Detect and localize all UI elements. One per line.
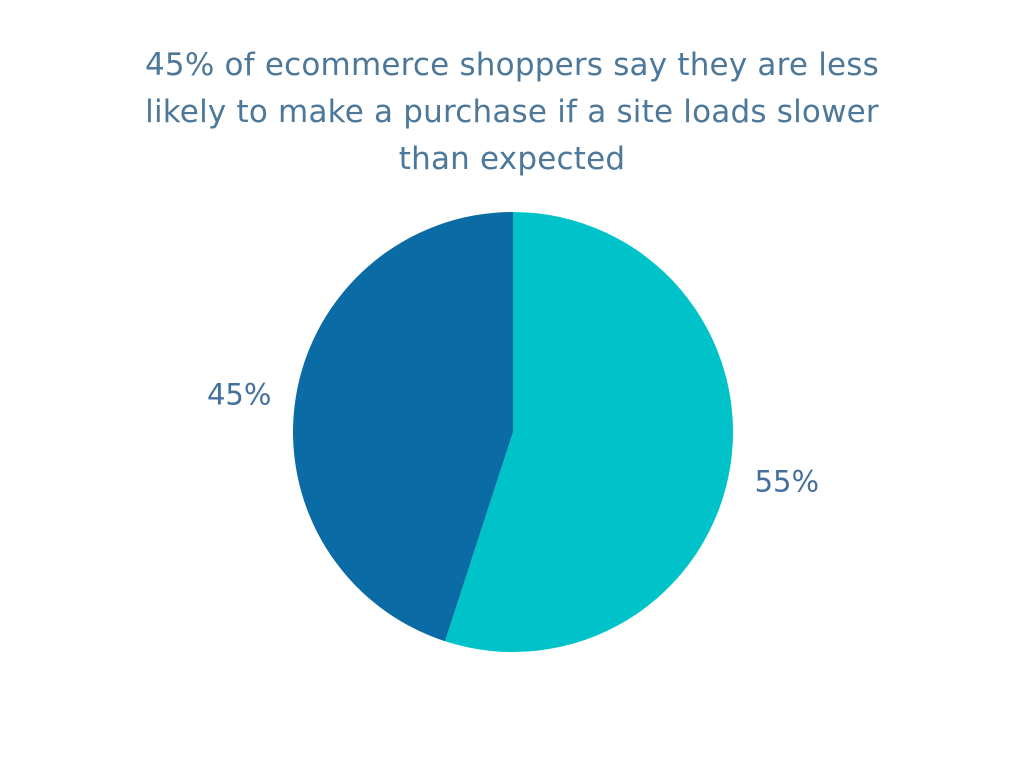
chart-title-line-2: likely to make a purchase if a site load… xyxy=(145,94,879,130)
slice-label-1: 55% xyxy=(755,464,819,498)
chart-title-line-1: 45% of ecommerce shoppers say they are l… xyxy=(144,47,879,83)
chart-title-line-3: than expected xyxy=(398,141,626,177)
pie-slice-2 xyxy=(293,212,513,642)
pie-chart-svg: 55% 45% xyxy=(207,212,819,652)
slice-label-2: 45% xyxy=(207,378,271,412)
chart-title: 45% of ecommerce shoppers say they are l… xyxy=(0,42,1024,183)
pie-slice-1 xyxy=(445,212,734,652)
pie-chart: 55% 45% xyxy=(0,188,1024,708)
